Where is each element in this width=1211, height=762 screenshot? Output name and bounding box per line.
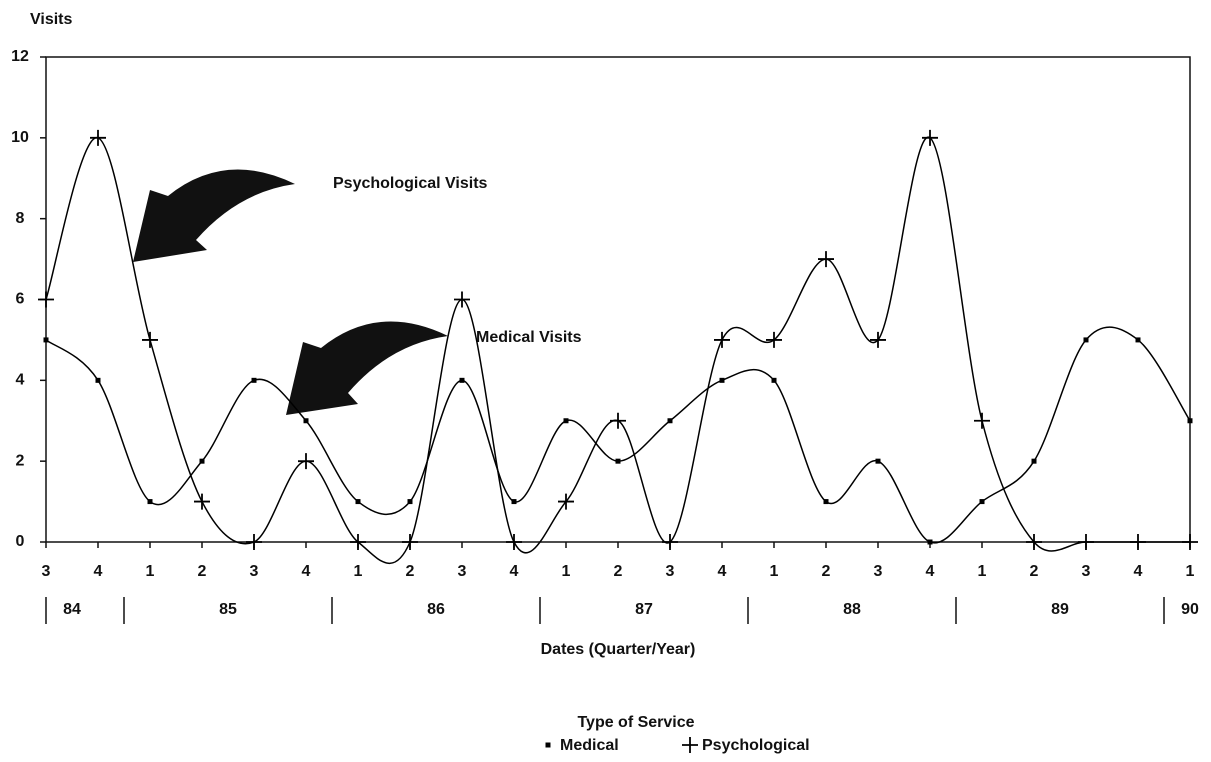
x-tick-label: 1 bbox=[978, 563, 987, 580]
point bbox=[1188, 418, 1193, 423]
x-axis-label: Dates (Quarter/Year) bbox=[541, 641, 696, 658]
x-tick-label: 4 bbox=[718, 563, 727, 580]
point bbox=[402, 534, 418, 550]
point bbox=[824, 499, 829, 504]
point bbox=[818, 251, 834, 267]
point bbox=[142, 332, 158, 348]
x-tick-label: 2 bbox=[198, 563, 207, 580]
point bbox=[356, 499, 361, 504]
legend-label: Medical bbox=[560, 737, 619, 754]
x-tick-label: 4 bbox=[926, 563, 935, 580]
y-tick-label: 10 bbox=[11, 129, 29, 146]
x-tick-label: 3 bbox=[1082, 563, 1091, 580]
annotation: Psychological Visits bbox=[333, 175, 488, 192]
x-tick-label: 4 bbox=[510, 563, 519, 580]
arrow bbox=[286, 322, 448, 415]
point bbox=[558, 494, 574, 510]
x-tick-label: 4 bbox=[1134, 563, 1143, 580]
y-tick-label: 12 bbox=[11, 48, 29, 65]
point bbox=[1032, 459, 1037, 464]
x-tick-label: 3 bbox=[250, 563, 259, 580]
point bbox=[1136, 337, 1141, 342]
series-line bbox=[46, 327, 1190, 543]
y-tick-label: 8 bbox=[16, 210, 25, 227]
plot-frame bbox=[46, 57, 1190, 542]
x-tick-label: 3 bbox=[874, 563, 883, 580]
y-tick-label: 6 bbox=[16, 291, 25, 308]
x-tick-label: 4 bbox=[302, 563, 311, 580]
point bbox=[772, 378, 777, 383]
x-tick-label: 3 bbox=[458, 563, 467, 580]
point bbox=[564, 418, 569, 423]
x-tick-label: 1 bbox=[1186, 563, 1195, 580]
x-tick-label: 1 bbox=[770, 563, 779, 580]
x-tick-label: 2 bbox=[406, 563, 415, 580]
point bbox=[304, 418, 309, 423]
x-tick-label: 2 bbox=[822, 563, 831, 580]
point bbox=[298, 453, 314, 469]
y-tick-label: 4 bbox=[16, 372, 25, 389]
point bbox=[252, 378, 257, 383]
year-label: 85 bbox=[219, 601, 237, 618]
x-tick-label: 2 bbox=[1030, 563, 1039, 580]
point bbox=[194, 494, 210, 510]
year-label: 84 bbox=[63, 601, 81, 618]
point bbox=[246, 534, 262, 550]
year-label: 89 bbox=[1051, 601, 1069, 618]
point bbox=[44, 337, 49, 342]
annotation: Medical Visits bbox=[476, 329, 582, 346]
point bbox=[1084, 337, 1089, 342]
point bbox=[148, 499, 153, 504]
point bbox=[720, 378, 725, 383]
point bbox=[96, 378, 101, 383]
y-axis-label: Visits bbox=[30, 11, 73, 28]
point bbox=[714, 332, 730, 348]
year-label: 86 bbox=[427, 601, 445, 618]
point bbox=[1078, 534, 1094, 550]
point bbox=[408, 499, 413, 504]
point bbox=[974, 413, 990, 429]
point bbox=[980, 499, 985, 504]
year-label: 87 bbox=[635, 601, 653, 618]
x-tick-label: 1 bbox=[354, 563, 363, 580]
legend-title: Type of Service bbox=[577, 714, 694, 731]
point bbox=[200, 459, 205, 464]
x-tick-label: 3 bbox=[42, 563, 51, 580]
x-tick-label: 4 bbox=[94, 563, 103, 580]
point bbox=[668, 418, 673, 423]
point bbox=[506, 534, 522, 550]
legend-label: Psychological bbox=[702, 737, 810, 754]
y-tick-label: 0 bbox=[16, 533, 25, 550]
arrow bbox=[133, 170, 295, 262]
chart: Visits Dates (Quarter/Year) Psychologica… bbox=[0, 0, 1211, 762]
x-tick-label: 1 bbox=[146, 563, 155, 580]
point bbox=[512, 499, 517, 504]
point bbox=[460, 378, 465, 383]
point bbox=[922, 130, 938, 146]
y-tick-label: 2 bbox=[16, 452, 25, 469]
point bbox=[870, 332, 886, 348]
point bbox=[876, 459, 881, 464]
point bbox=[616, 459, 621, 464]
x-tick-label: 2 bbox=[614, 563, 623, 580]
point bbox=[928, 540, 933, 545]
year-label: 88 bbox=[843, 601, 861, 618]
point bbox=[1130, 534, 1146, 550]
point bbox=[1182, 534, 1198, 550]
legend-marker bbox=[546, 743, 551, 748]
x-tick-label: 3 bbox=[666, 563, 675, 580]
point bbox=[662, 534, 678, 550]
point bbox=[38, 292, 54, 308]
legend-marker bbox=[682, 737, 698, 753]
year-label: 90 bbox=[1181, 601, 1199, 618]
x-tick-label: 1 bbox=[562, 563, 571, 580]
